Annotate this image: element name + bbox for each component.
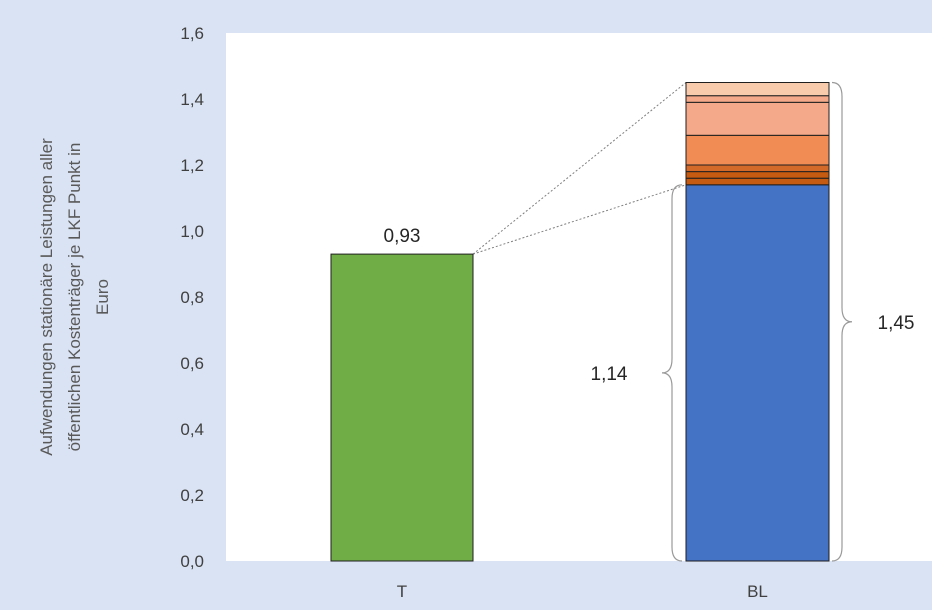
brace-right: [831, 81, 853, 562]
y-tick-label: 0,0: [180, 552, 204, 571]
bar-segment: [330, 253, 474, 562]
y-tick-label: 0,8: [180, 288, 204, 307]
y-tick-label: 1,0: [180, 222, 204, 241]
y-tick-label: 0,2: [180, 486, 204, 505]
data-label-t: 0,93: [384, 226, 421, 247]
bar-segment: [685, 171, 830, 179]
category-labels: T BL: [397, 582, 768, 601]
bar-segment: [685, 82, 830, 97]
brace-label-base: 1,14: [591, 364, 628, 385]
data-labels: 0,93 1,14 1,45: [384, 226, 915, 385]
bar-segment: [685, 95, 830, 103]
bar-segment: [685, 101, 830, 136]
connector-line-bottom: [472, 184, 687, 255]
brace-label-total: 1,45: [878, 313, 915, 334]
braces: [661, 81, 853, 562]
bar-segment: [685, 164, 830, 173]
y-axis-title-line: Aufwendungen stationäre Leistungen aller: [37, 138, 56, 456]
y-tick-label: 1,6: [180, 24, 204, 43]
y-tick-label: 0,4: [180, 420, 204, 439]
connector-lines: [472, 82, 687, 255]
y-axis-title: Aufwendungen stationäre Leistungen aller…: [37, 138, 112, 456]
bar-segment: [685, 184, 830, 562]
brace-left: [661, 184, 683, 562]
category-label: T: [397, 582, 407, 601]
y-axis-title-line: öffentlichen Kostenträger je LKF Punkt i…: [65, 143, 84, 452]
bars: [330, 82, 830, 562]
category-label: BL: [747, 582, 768, 601]
bar-segment: [685, 134, 830, 166]
bar-segment: [685, 177, 830, 186]
y-tick-label: 0,6: [180, 354, 204, 373]
y-axis-title-line: Euro: [93, 279, 112, 315]
y-tick-label: 1,4: [180, 90, 204, 109]
y-tick-labels: 0,0 0,2 0,4 0,6 0,8 1,0 1,2 1,4 1,6: [180, 24, 204, 571]
y-tick-label: 1,2: [180, 156, 204, 175]
connector-line-top: [472, 82, 687, 255]
